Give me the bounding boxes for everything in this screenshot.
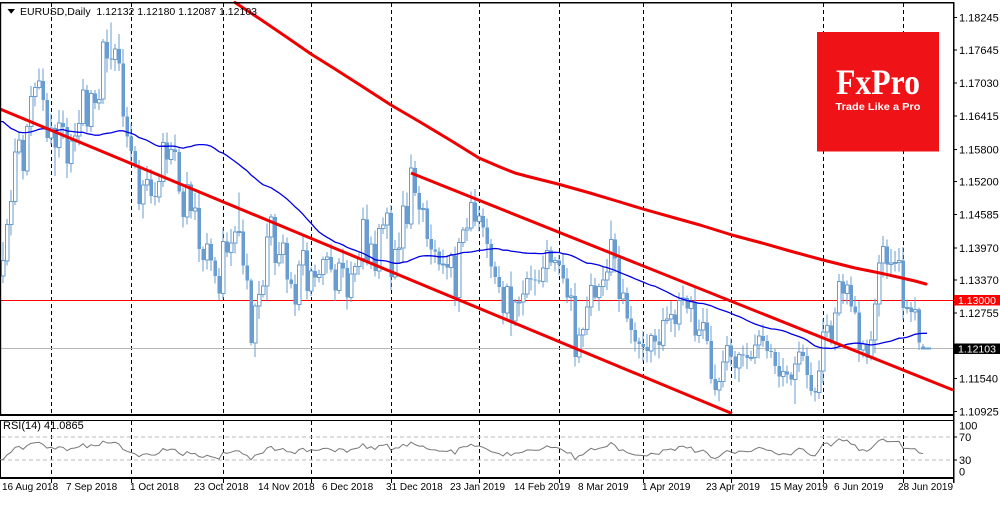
svg-text:1.13970: 1.13970 bbox=[959, 243, 999, 255]
svg-text:31 Dec 2018: 31 Dec 2018 bbox=[386, 482, 443, 493]
svg-text:7 Sep 2018: 7 Sep 2018 bbox=[66, 482, 118, 493]
svg-text:1.14585: 1.14585 bbox=[959, 210, 999, 222]
svg-text:1 Oct 2018: 1 Oct 2018 bbox=[130, 482, 179, 493]
svg-text:RSI(14) 41.0865: RSI(14) 41.0865 bbox=[3, 420, 84, 432]
svg-text:100: 100 bbox=[959, 421, 977, 433]
svg-text:14 Feb 2019: 14 Feb 2019 bbox=[514, 482, 571, 493]
svg-text:30: 30 bbox=[959, 455, 971, 467]
svg-text:1.11540: 1.11540 bbox=[959, 374, 998, 386]
svg-text:14 Nov 2018: 14 Nov 2018 bbox=[258, 482, 315, 493]
svg-text:1.17645: 1.17645 bbox=[959, 45, 999, 57]
svg-text:23 Apr 2019: 23 Apr 2019 bbox=[706, 482, 760, 493]
svg-text:1.16415: 1.16415 bbox=[959, 111, 999, 123]
svg-text:1.17030: 1.17030 bbox=[959, 78, 999, 90]
svg-text:1.10925: 1.10925 bbox=[959, 407, 999, 419]
svg-text:0: 0 bbox=[959, 467, 965, 479]
svg-text:6 Dec 2018: 6 Dec 2018 bbox=[322, 482, 374, 493]
svg-text:1.15800: 1.15800 bbox=[959, 144, 999, 156]
svg-text:1.18245: 1.18245 bbox=[959, 13, 999, 25]
svg-text:1.12755: 1.12755 bbox=[959, 308, 999, 320]
svg-text:16 Aug 2018: 16 Aug 2018 bbox=[2, 482, 59, 493]
svg-text:23 Oct 2018: 23 Oct 2018 bbox=[194, 482, 249, 493]
svg-text:1 Apr 2019: 1 Apr 2019 bbox=[642, 482, 691, 493]
svg-text:Trade Like a Pro: Trade Like a Pro bbox=[836, 101, 921, 113]
svg-text:1.15200: 1.15200 bbox=[959, 177, 999, 189]
svg-text:15 May 2019: 15 May 2019 bbox=[770, 482, 828, 493]
svg-text:70: 70 bbox=[959, 432, 971, 444]
svg-text:EURUSD,Daily 1.12132 1.12180: EURUSD,Daily 1.12132 1.12180 1.12087 1.1… bbox=[20, 6, 257, 18]
svg-text:1.13000: 1.13000 bbox=[958, 295, 996, 307]
svg-text:23 Jan 2019: 23 Jan 2019 bbox=[450, 482, 505, 493]
svg-text:8 Mar 2019: 8 Mar 2019 bbox=[578, 482, 629, 493]
svg-text:1.12103: 1.12103 bbox=[958, 344, 996, 356]
svg-text:1.13370: 1.13370 bbox=[959, 275, 999, 287]
svg-text:28 Jun 2019: 28 Jun 2019 bbox=[898, 482, 953, 493]
svg-text:6 Jun 2019: 6 Jun 2019 bbox=[834, 482, 884, 493]
svg-text:FxPro: FxPro bbox=[836, 62, 920, 102]
